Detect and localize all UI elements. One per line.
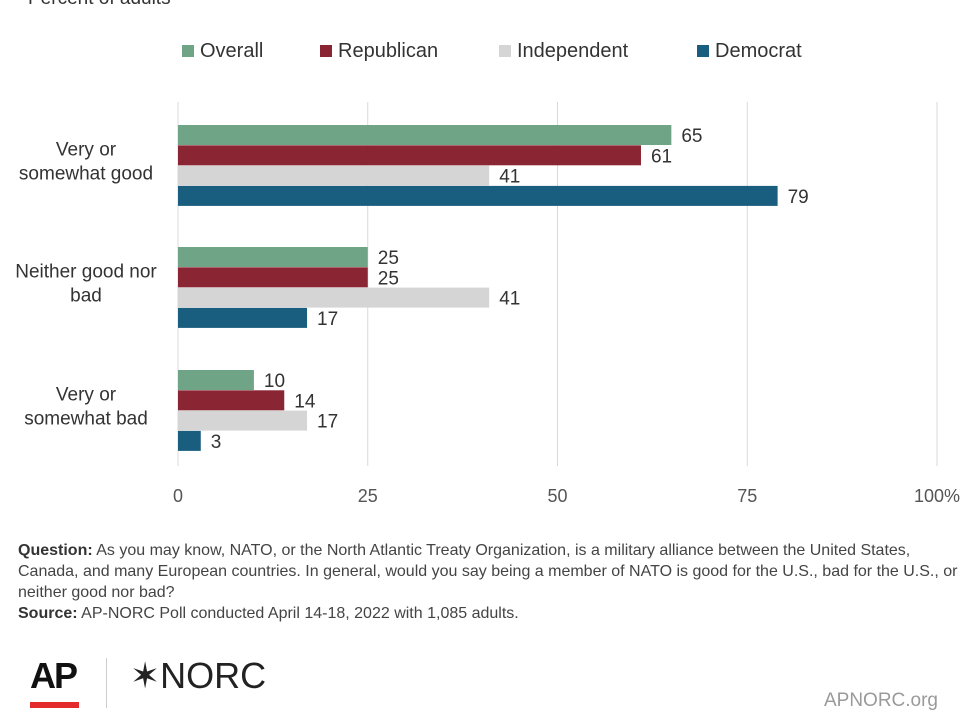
data-label: 25 — [378, 268, 399, 289]
chart-subtitle: Percent of adults — [28, 0, 171, 10]
site-link[interactable]: APNORC.org — [823, 690, 938, 711]
bar-democrat-2 — [178, 430, 201, 451]
logo-divider — [106, 658, 107, 708]
bar-chart: 0 25 50 75 100% 65 61 41 79 Very or somewhat good 2… — [15, 102, 960, 506]
category-label: somewhat good — [19, 164, 153, 185]
norc-logo: ✶NORC — [130, 655, 267, 696]
data-label: 25 — [378, 248, 399, 269]
x-tick-label: 0 — [173, 486, 183, 506]
bar-overall-2 — [178, 370, 254, 390]
data-label: 65 — [681, 126, 702, 147]
legend-label-republican: Republican — [338, 39, 439, 62]
x-tick-label: 100% — [914, 486, 960, 506]
legend-item-independent: Independent — [499, 38, 628, 64]
ap-logo: AP — [30, 655, 78, 696]
bar-republican-1 — [178, 267, 368, 288]
legend-swatch-independent — [499, 45, 511, 57]
chart-legend: Overall Republican Independent Democrat — [0, 38, 980, 64]
bar-democrat-0 — [178, 185, 778, 206]
bar-independent-0 — [178, 165, 490, 186]
legend-swatch-democrat — [697, 45, 709, 57]
legend-item-republican: Republican — [320, 38, 438, 64]
data-label: 41 — [499, 167, 520, 188]
bar-independent-1 — [178, 287, 490, 308]
data-label: 17 — [317, 309, 338, 330]
legend-label-overall: Overall — [200, 39, 264, 62]
bar-overall-1 — [178, 247, 368, 267]
ap-logo-bar — [30, 702, 79, 708]
bar-republican-0 — [178, 145, 641, 166]
category-label: somewhat bad — [24, 409, 148, 430]
legend-item-overall: Overall — [182, 38, 263, 64]
data-label: 3 — [211, 432, 222, 453]
question-text: As you may know, NATO, or the North Atla… — [18, 542, 958, 601]
source-block: Source: AP-NORC Poll conducted April 14-… — [18, 603, 968, 624]
legend-label-independent: Independent — [517, 39, 629, 62]
data-label: 79 — [788, 187, 809, 208]
x-tick-label: 50 — [547, 486, 567, 506]
bar-independent-2 — [178, 410, 308, 431]
category-label: Very or — [56, 140, 117, 161]
legend-swatch-republican — [320, 45, 332, 57]
data-label: 17 — [317, 412, 338, 433]
category-label: Very or — [56, 385, 117, 406]
question-block: Question: As you may know, NATO, or the … — [18, 540, 968, 603]
footnote: Question: As you may know, NATO, or the … — [18, 540, 968, 624]
data-label: 14 — [294, 391, 316, 412]
bar-republican-2 — [178, 390, 285, 411]
category-label: Neither good nor — [15, 262, 157, 283]
legend-item-democrat: Democrat — [697, 38, 802, 64]
bar-overall-0 — [178, 125, 672, 145]
source-text: AP-NORC Poll conducted April 14-18, 2022… — [81, 605, 519, 622]
data-label: 41 — [499, 289, 520, 310]
source-label: Source: — [18, 605, 78, 622]
x-tick-label: 75 — [737, 486, 757, 506]
x-tick-label: 25 — [358, 486, 378, 506]
legend-label-democrat: Democrat — [715, 39, 802, 62]
category-label: bad — [70, 286, 102, 307]
legend-swatch-overall — [182, 45, 194, 57]
bar-democrat-1 — [178, 307, 308, 328]
data-label: 61 — [651, 146, 672, 167]
question-label: Question: — [18, 542, 93, 559]
data-label: 10 — [264, 371, 285, 392]
